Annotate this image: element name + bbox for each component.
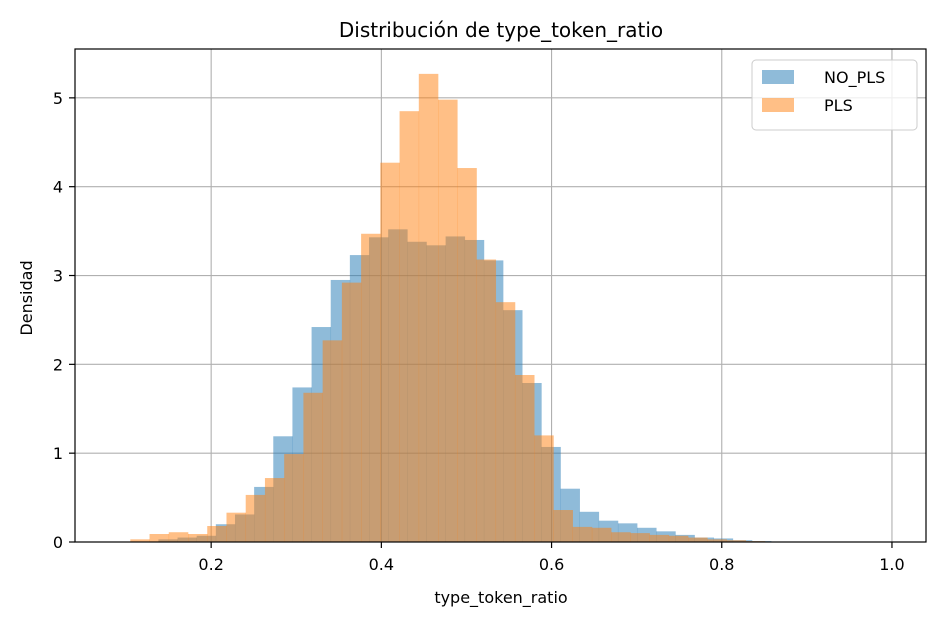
bar-PLS-29	[688, 537, 708, 542]
bar-PLS-0	[130, 539, 150, 542]
bar-PLS-13	[380, 162, 400, 542]
bar-PLS-11	[341, 282, 362, 542]
bar-PLS-27	[649, 534, 670, 542]
bar-PLS-21	[534, 435, 554, 542]
plot-frame	[74, 48, 927, 543]
y-tick-label: 2	[53, 355, 63, 374]
bar-PLS-18	[476, 259, 497, 542]
bar-PLS-30	[707, 539, 727, 542]
bar-PLS-10	[322, 340, 343, 542]
bar-PLS-14	[399, 111, 420, 543]
bar-PLS-20	[514, 375, 535, 542]
bars	[130, 73, 772, 543]
bar-PLS-26	[630, 533, 650, 542]
bar-PLS-15	[418, 73, 439, 542]
bar-PLS-8	[284, 454, 304, 542]
bar-PLS-2	[168, 532, 189, 542]
legend-swatch-PLS	[762, 98, 794, 112]
bar-PLS-6	[245, 494, 266, 542]
y-tick-label: 5	[53, 89, 63, 108]
bar-PLS-16	[438, 99, 458, 542]
bar-PLS-1	[149, 534, 170, 542]
y-tick-label: 0	[53, 533, 63, 552]
y-tick-label: 3	[53, 267, 63, 286]
bar-PLS-3	[188, 534, 208, 542]
y-axis-title: Densidad	[17, 260, 36, 335]
x-tick-label: 0.4	[369, 555, 394, 574]
ticks: 0.2 0.4 0.6 0.8 1.0 0 1 2 3 4 5	[53, 89, 905, 574]
x-tick-label: 1.0	[879, 555, 904, 574]
bar-PLS-4	[207, 526, 227, 542]
bar-PLS-19	[495, 302, 516, 542]
x-axis-title: type_token_ratio	[434, 588, 567, 608]
legend-swatch-NO_PLS	[762, 70, 794, 84]
bar-PLS-31	[726, 540, 747, 542]
x-tick-label: 0.8	[709, 555, 734, 574]
bar-PLS-22	[553, 510, 573, 542]
y-tick-label: 1	[53, 444, 63, 463]
bar-PLS-25	[611, 532, 631, 542]
bar-PLS-5	[226, 512, 247, 542]
series-PLS	[130, 73, 766, 543]
bar-PLS-17	[457, 168, 477, 542]
bar-PLS-28	[668, 535, 689, 542]
bar-PLS-9	[303, 392, 323, 542]
y-tick-label: 4	[53, 178, 63, 197]
x-tick-label: 0.6	[539, 555, 564, 574]
bar-PLS-24	[591, 527, 612, 542]
chart-title: Distribución de type_token_ratio	[339, 18, 663, 42]
plot-border	[74, 48, 927, 543]
legend: NO_PLS PLS	[751, 59, 918, 131]
legend-label-NO_PLS: NO_PLS	[824, 68, 885, 88]
bar-PLS-12	[361, 233, 381, 542]
bar-PLS-7	[264, 478, 285, 542]
bar-PLS-23	[572, 526, 593, 542]
legend-label-PLS: PLS	[824, 96, 853, 115]
x-tick-label: 0.2	[198, 555, 223, 574]
